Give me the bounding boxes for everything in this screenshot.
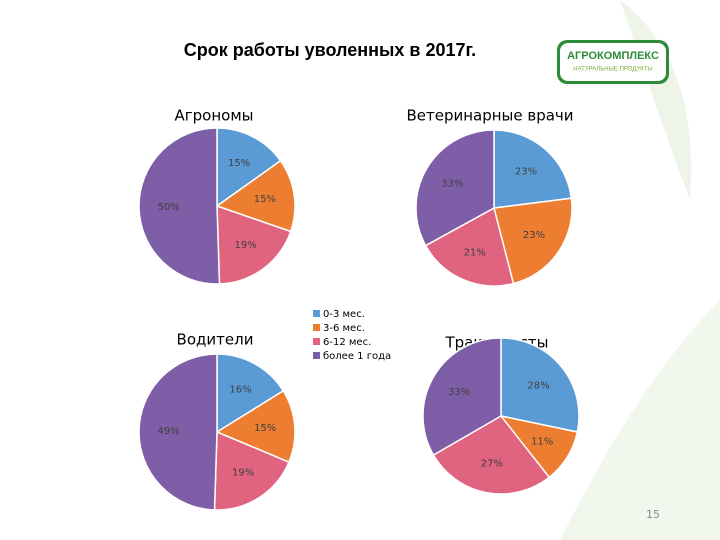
data-label: 27% bbox=[481, 458, 503, 469]
legend-swatch bbox=[313, 324, 320, 331]
data-label: 16% bbox=[229, 385, 251, 396]
chart-title: Агрономы bbox=[175, 107, 254, 125]
pie-slice bbox=[216, 204, 292, 285]
pie-slice bbox=[213, 430, 290, 511]
logo-name: АГРОКОМПЛЕКС bbox=[567, 50, 659, 62]
pie-slice bbox=[215, 159, 296, 233]
pie-slice bbox=[216, 353, 285, 434]
legend-swatch bbox=[313, 310, 320, 317]
pie-slice bbox=[216, 127, 282, 208]
data-label: 21% bbox=[464, 247, 486, 258]
pie-slice bbox=[493, 197, 573, 285]
legend-label: 3-6 мес. bbox=[323, 323, 365, 334]
data-label: 19% bbox=[232, 468, 254, 479]
data-label: 28% bbox=[527, 381, 549, 392]
data-label: 23% bbox=[515, 167, 537, 178]
data-label: 49% bbox=[158, 426, 180, 437]
data-label: 15% bbox=[254, 423, 276, 434]
pie-slice bbox=[138, 127, 221, 285]
legend-label: более 1 года bbox=[323, 351, 391, 362]
logo-inner bbox=[560, 43, 666, 81]
legend-swatch bbox=[313, 338, 320, 345]
pie-slice bbox=[422, 337, 502, 457]
data-label: 11% bbox=[531, 436, 553, 447]
pie-slice bbox=[215, 389, 296, 464]
data-label: 15% bbox=[254, 194, 276, 205]
slide-title: Срок работы уволенных в 2017г. bbox=[184, 40, 476, 60]
data-label: 15% bbox=[228, 158, 250, 169]
decor-leaf bbox=[560, 300, 720, 540]
chart-title: Ветеринарные врачи bbox=[406, 107, 573, 125]
data-label: 33% bbox=[441, 178, 463, 189]
pie-slice bbox=[138, 353, 218, 511]
pie-slice bbox=[493, 129, 573, 209]
page-number: 15 bbox=[646, 508, 660, 521]
legend-label: 0-3 мес. bbox=[323, 309, 365, 320]
legend-label: 6-12 мес. bbox=[323, 337, 371, 348]
pie-slice bbox=[424, 206, 515, 287]
logo-tagline: НАТУРАЛЬНЫЕ ПРОДУКТЫ bbox=[573, 67, 652, 73]
pie-slice bbox=[415, 129, 495, 247]
data-label: 50% bbox=[158, 202, 180, 213]
data-label: 33% bbox=[448, 387, 470, 398]
chart-title: Водители bbox=[177, 331, 254, 349]
data-label: 19% bbox=[235, 240, 257, 251]
logo: АГРОКОМПЛЕКС НАТУРАЛЬНЫЕ ПРОДУКТЫ bbox=[557, 40, 669, 84]
pie-slice bbox=[500, 337, 580, 433]
data-label: 23% bbox=[523, 230, 545, 241]
pie-slice bbox=[432, 415, 551, 495]
legend-swatch bbox=[313, 352, 320, 359]
